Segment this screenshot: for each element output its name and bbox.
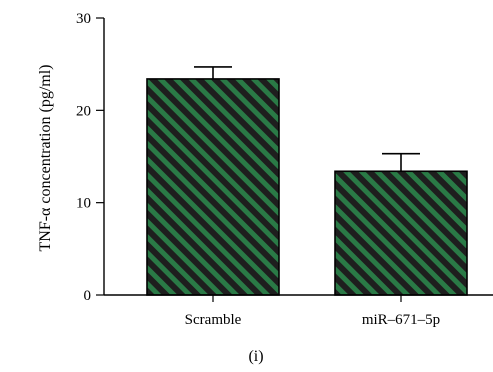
y-tick-label: 20 [76,103,91,119]
x-ticks-group: Scramble miR–671–5p [185,295,440,328]
y-tick-label: 10 [76,196,91,212]
y-ticks-group: 0 10 20 30 [76,11,104,304]
y-tick-label: 30 [76,11,91,27]
error-bars-group [194,66,420,172]
plot-area: 0 10 20 30 Scramble miR–671–5p [76,11,493,328]
x-tick-label: miR–671–5p [362,312,440,328]
x-tick-label: Scramble [185,312,242,328]
y-tick-label: 0 [84,288,92,304]
bars-group [146,78,468,296]
bar-1 [146,78,280,296]
panel-label: (i) [248,348,263,365]
bar-2 [334,170,468,296]
y-axis-label: TNF-α concentration (pg/ml) [37,65,54,252]
